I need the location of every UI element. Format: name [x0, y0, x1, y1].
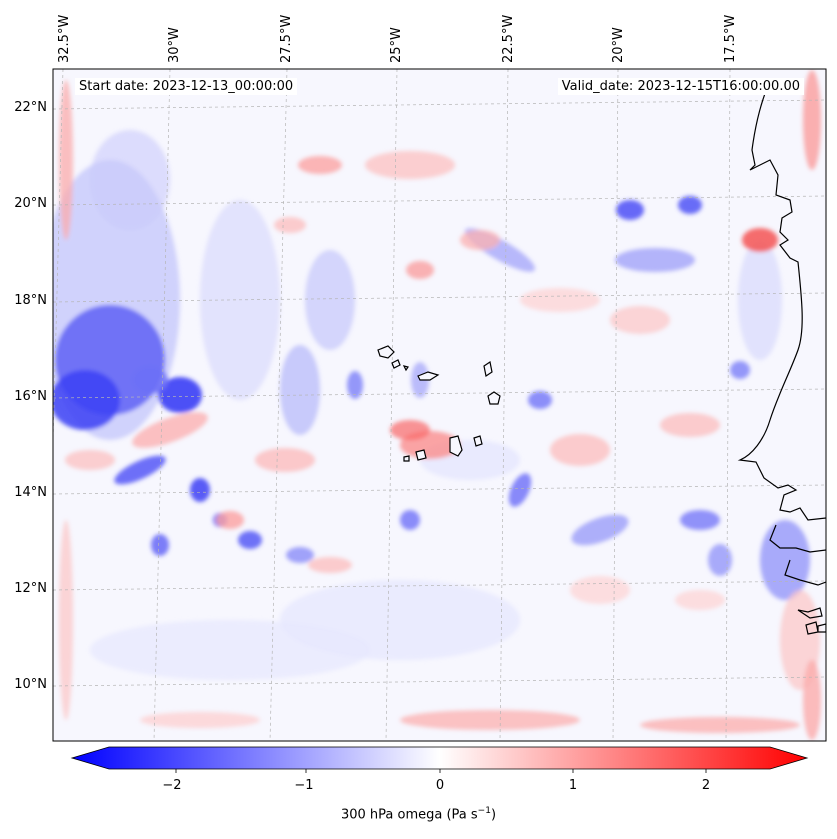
longitude-labels: 32.5°W 30°W 27.5°W 25°W 22.5°W 20°W 17.5… [57, 15, 738, 63]
lon-label: 32.5°W [57, 15, 72, 63]
bissagos-islands [805, 621, 826, 635]
colorbar-label-text: 300 hPa omega (Pa s [340, 807, 478, 823]
lat-label: 10°N [14, 677, 47, 692]
island-santiago [449, 435, 463, 457]
gridlines [53, 69, 826, 741]
gambia-coast [769, 524, 826, 553]
colorbar-label-close: ) [490, 807, 497, 823]
african-coastline [737, 79, 826, 521]
lat-label: 20°N [14, 196, 47, 211]
island-maio [473, 435, 483, 447]
island-santa-luzia [402, 365, 409, 372]
colorbar-tick: 1 [569, 778, 577, 793]
lon-label: 20°W [611, 27, 626, 63]
colorbar: −2 −1 0 1 2 [70, 746, 809, 793]
lon-label: 27.5°W [279, 15, 294, 63]
map-frame [52, 68, 827, 742]
lon-label: 25°W [389, 27, 404, 63]
island-sao-vicente [391, 359, 401, 369]
colorbar-label: 300 hPa omega (Pa s−1) [0, 806, 837, 822]
coastlines [737, 79, 826, 635]
lat-label: 18°N [14, 293, 47, 308]
lon-label: 22.5°W [501, 15, 516, 63]
colorbar-tick: 0 [436, 778, 444, 793]
lat-label: 22°N [14, 100, 47, 115]
lat-label: 12°N [14, 581, 47, 596]
colorbar-tick: 2 [702, 778, 710, 793]
colorbar-label-exponent: −1 [477, 806, 491, 816]
island-santo-antao [377, 345, 395, 359]
island-fogo [415, 449, 427, 461]
colorbar-tick: −2 [162, 778, 181, 793]
lat-label: 14°N [14, 485, 47, 500]
island-brava [403, 455, 410, 462]
island-sao-nicolau [417, 371, 440, 381]
latitude-labels: 22°N 20°N 18°N 16°N 14°N 12°N 10°N [14, 100, 47, 692]
colorbar-tick: −1 [294, 778, 313, 793]
omega-field [53, 70, 821, 740]
guinea-bissau-coast [797, 607, 823, 619]
lon-label: 30°W [167, 27, 182, 63]
start-date-label: Start date: 2023-12-13_00:00:00 [75, 78, 298, 95]
lat-label: 16°N [14, 389, 47, 404]
lon-label: 17.5°W [723, 15, 738, 63]
cape-verde-islands [377, 345, 501, 462]
valid-date-label: Valid_date: 2023-12-15T16:00:00.00 [557, 78, 804, 95]
map-panel [52, 68, 827, 742]
island-boa-vista [487, 391, 501, 405]
senegal-south-coast [784, 559, 826, 586]
colorbar-bar [70, 746, 809, 770]
island-sal [483, 361, 493, 377]
